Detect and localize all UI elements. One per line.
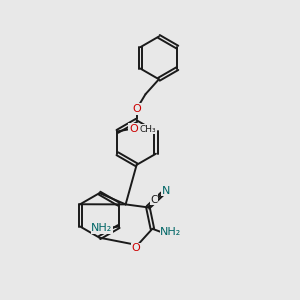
Text: C: C — [150, 195, 158, 205]
Text: O: O — [132, 243, 140, 253]
Text: O: O — [129, 124, 138, 134]
Text: O: O — [132, 104, 141, 114]
Text: N: N — [162, 186, 170, 196]
Text: CH₃: CH₃ — [140, 124, 157, 134]
Text: NH₂: NH₂ — [91, 223, 112, 233]
Text: NH₂: NH₂ — [160, 227, 182, 237]
